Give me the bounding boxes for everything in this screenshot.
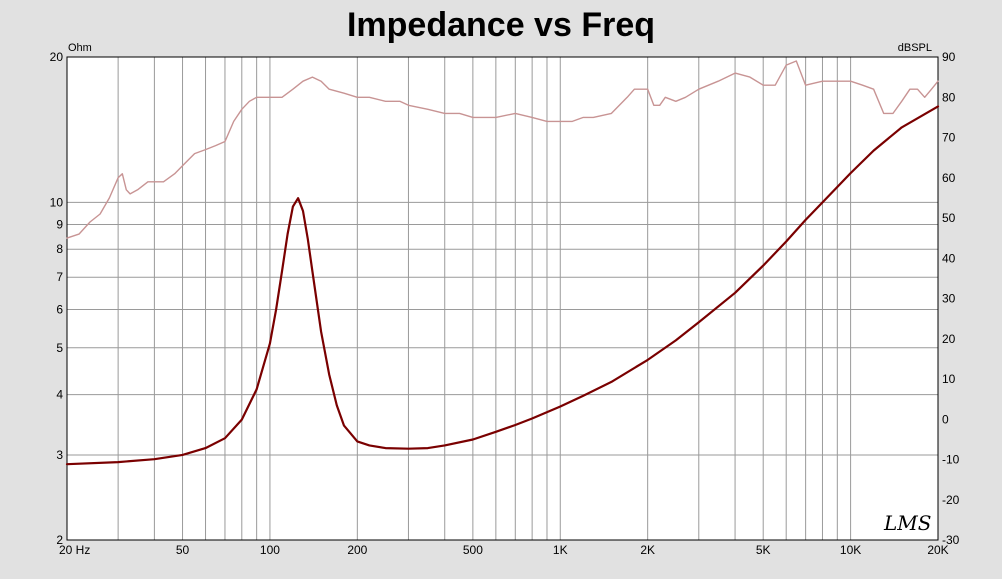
y-right-tick-label: 40 (942, 251, 956, 265)
y-left-tick-label: 6 (56, 303, 63, 317)
y-right-unit-label: dBSPL (898, 42, 932, 54)
lms-watermark: LMS (883, 511, 931, 535)
y-left-tick-label: 20 (50, 50, 64, 64)
y-left-tick-label: 2 (56, 533, 63, 547)
plot-frame (66, 56, 939, 541)
y-left-tick-label: 8 (56, 242, 63, 256)
y-right-tick-label: -30 (942, 533, 960, 547)
y-left-tick-label: 5 (56, 341, 63, 355)
spl-curve (66, 60, 939, 239)
impedance-curve (65, 105, 940, 466)
y-right-tick-label: 60 (942, 171, 956, 185)
x-tick-label: 200 (347, 543, 367, 557)
x-axis-ticks: 20 Hz 50 100 200 500 1K 2K 5K 10K 20K (59, 543, 949, 557)
y-right-axis-ticks: 90 80 70 60 50 40 30 20 10 0 -10 -20 -30 (942, 50, 960, 547)
y-left-axis-ticks: 2 3 4 5 6 7 8 9 10 20 (50, 50, 64, 547)
y-right-tick-label: 70 (942, 131, 956, 145)
grid (67, 57, 938, 540)
series-layer (65, 60, 940, 466)
y-right-tick-label: 50 (942, 211, 956, 225)
y-right-tick-label: 20 (942, 332, 956, 346)
y-left-unit-label: Ohm (68, 42, 92, 54)
x-tick-label: 50 (176, 543, 190, 557)
x-tick-label: 500 (463, 543, 483, 557)
y-left-tick-label: 4 (56, 388, 63, 402)
x-tick-label: 20K (927, 543, 948, 557)
plot-area (67, 57, 938, 540)
y-right-tick-label: 10 (942, 372, 956, 386)
y-left-tick-label: 9 (56, 217, 63, 231)
y-right-tick-label: 80 (942, 90, 956, 104)
y-right-tick-label: -20 (942, 493, 960, 507)
y-left-tick-label: 7 (56, 270, 63, 284)
x-tick-label: 10K (840, 543, 861, 557)
x-tick-label: 100 (260, 543, 280, 557)
x-tick-label: 5K (756, 543, 771, 557)
y-left-tick-label: 10 (50, 195, 64, 209)
chart-title: Impedance vs Freq (346, 6, 655, 44)
y-right-tick-label: -10 (942, 453, 960, 467)
y-right-tick-label: 90 (942, 50, 956, 64)
y-left-tick-label: 3 (56, 448, 63, 462)
y-right-tick-label: 0 (942, 412, 949, 426)
x-tick-label: 20 Hz (59, 543, 90, 557)
y-right-tick-label: 30 (942, 292, 956, 306)
x-tick-label: 1K (553, 543, 568, 557)
x-tick-label: 2K (640, 543, 655, 557)
